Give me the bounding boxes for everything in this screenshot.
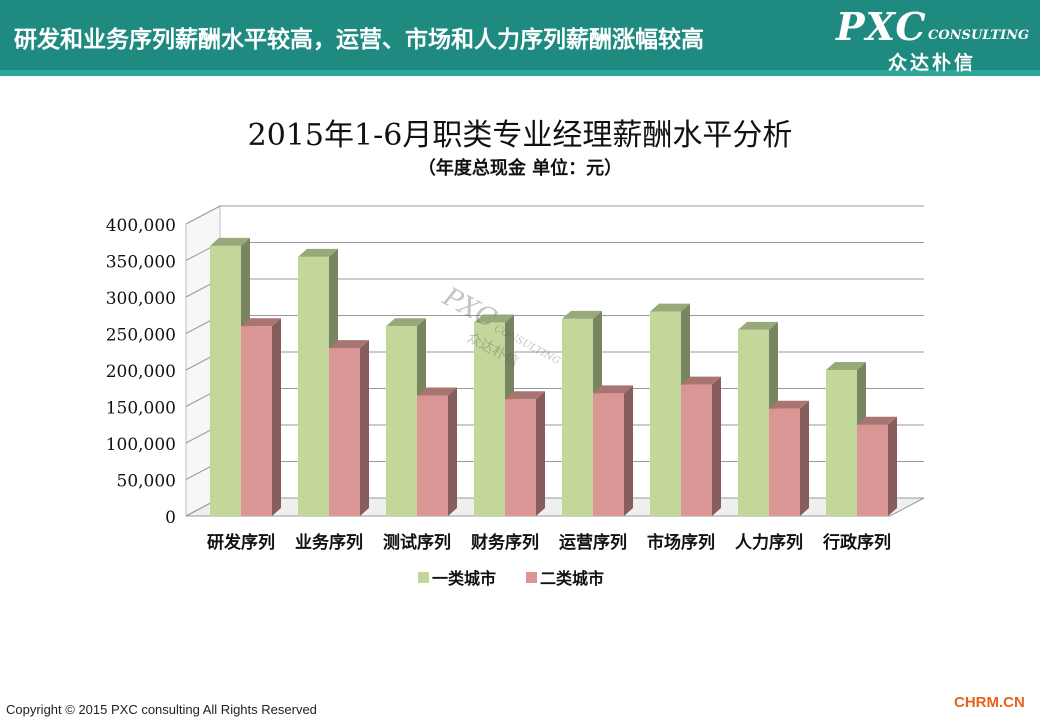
chart-subtitle: （年度总现金 单位：元） [417, 158, 623, 179]
bar [241, 326, 272, 516]
bar [210, 245, 241, 516]
x-tick-label: 人力序列 [735, 532, 803, 553]
bar-side [536, 391, 545, 516]
bar-top [474, 314, 514, 323]
bar-top [241, 318, 281, 327]
bar-side [712, 376, 721, 516]
bar-top [769, 400, 809, 409]
chart-title: 2015年1-6月职类专业经理薪酬水平分析 [247, 118, 793, 153]
bar-top [681, 376, 721, 385]
copyright-text: Copyright © 2015 PXC consulting All Righ… [6, 702, 317, 717]
bar [826, 370, 857, 516]
gridline [185, 205, 924, 225]
bar [505, 399, 536, 516]
gridline [185, 278, 924, 298]
bar [738, 329, 769, 516]
bar [474, 322, 505, 516]
gridline [185, 388, 924, 407]
y-tick-label: 300,000 [106, 289, 176, 309]
x-tick-label: 业务序列 [295, 532, 363, 553]
y-tick-label: 200,000 [106, 362, 176, 382]
x-tick-label: 财务序列 [470, 532, 539, 553]
bar-top [593, 385, 633, 394]
y-tick-label: 400,000 [106, 216, 176, 236]
y-tick-label: 150,000 [106, 399, 176, 419]
bar-side [448, 387, 457, 516]
page-headline: 研发和业务序列薪酬水平较高，运营、市场和人力序列薪酬涨幅较高 [14, 27, 704, 53]
y-tick-label: 350,000 [106, 253, 176, 273]
bar-top [826, 362, 866, 370]
bar-top [505, 391, 545, 400]
bar-top [417, 387, 457, 396]
bar-top [562, 310, 602, 319]
x-tick-label: 测试序列 [383, 532, 451, 553]
legend-swatch [418, 572, 429, 583]
logo-sub-text: CONSULTING [928, 28, 1030, 43]
y-tick-label: 0 [165, 508, 176, 528]
bar-side [800, 400, 809, 516]
logo-main-text: PXC [836, 4, 927, 49]
bar [769, 408, 800, 516]
bar-side [360, 340, 369, 516]
gridline [185, 242, 924, 261]
bar-top [329, 340, 369, 349]
bar-top [857, 416, 897, 425]
header-bar: 研发和业务序列薪酬水平较高，运营、市场和人力序列薪酬涨幅较高 PXC CONSU… [0, 0, 1040, 76]
bar [386, 326, 417, 516]
y-tick-label: 250,000 [106, 326, 176, 346]
x-tick-label: 行政序列 [822, 532, 891, 553]
bar [857, 424, 888, 516]
legend-swatch [526, 572, 537, 583]
header-stripe [0, 70, 1040, 76]
bar [298, 256, 329, 516]
bar-side [888, 416, 897, 516]
x-tick-label: 运营序列 [559, 532, 627, 553]
gridline [185, 461, 924, 480]
bar-top [210, 237, 250, 246]
y-tick-label: 50,000 [117, 472, 176, 492]
bar-top [738, 321, 778, 330]
bar [417, 395, 448, 516]
bar [681, 384, 712, 516]
bar [329, 348, 360, 516]
site-mark: CHRM.CN [954, 694, 1025, 711]
bar [650, 311, 681, 516]
bar-side [272, 318, 281, 516]
legend-label: 一类城市 [432, 569, 496, 588]
bar [593, 393, 624, 516]
y-tick-label: 100,000 [106, 435, 176, 455]
logo-chinese-text: 众达朴信 [888, 52, 977, 74]
pxc-logo: PXC CONSULTING 众达朴信 [836, 2, 1036, 74]
x-tick-label: 市场序列 [647, 532, 715, 553]
gridline [185, 424, 924, 444]
legend-label: 二类城市 [540, 569, 604, 588]
bar-top [650, 303, 690, 312]
bar [562, 318, 593, 516]
bar-top [386, 318, 426, 327]
floor [185, 497, 925, 517]
x-tick-label: 研发序列 [207, 532, 275, 553]
bar-side [624, 385, 633, 516]
bar-top [298, 248, 338, 257]
gridline [185, 315, 924, 334]
